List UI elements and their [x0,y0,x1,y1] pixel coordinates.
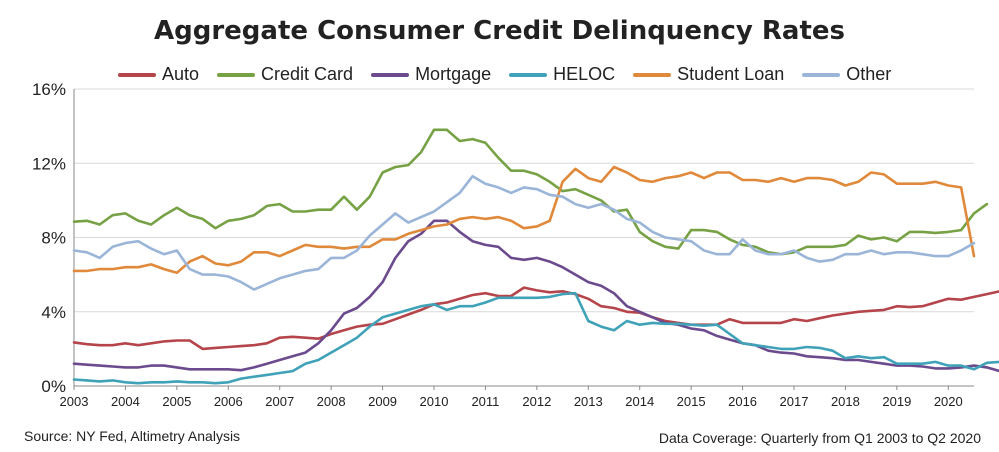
coverage-note: Data Coverage: Quarterly from Q1 2003 to… [658,430,981,446]
series-line-other [72,174,976,291]
legend-label: HELOC [553,64,616,84]
legend-label: Mortgage [415,64,492,84]
legend-item-credit-card: Credit Card [217,64,353,85]
x-tick-label: 2017 [780,394,809,409]
x-tick-label: 2004 [111,394,140,409]
legend-item-mortgage: Mortgage [371,64,491,85]
x-tick-label: 2006 [214,394,243,409]
x-tick-label: 2015 [677,394,706,409]
x-tick-label: 2018 [831,394,860,409]
x-tick-label: 2009 [368,394,397,409]
y-tick-label: 0% [41,377,66,396]
source-note: Source: NY Fed, Altimetry Analysis [24,428,241,444]
legend-item-student-loan: Student Loan [633,64,784,85]
legend-label: Other [846,64,892,84]
x-tick-label: 2007 [265,394,294,409]
legend-swatch [633,72,672,77]
x-tick-label: 2010 [420,394,449,409]
legend-label: Credit Card [261,64,354,84]
legend-item-other: Other [802,64,891,85]
y-tick-label: 4% [41,303,66,322]
x-tick-label: 2016 [728,394,757,409]
x-tick-label: 2014 [625,394,654,409]
legend-item-heloc: HELOC [509,64,615,85]
series-line-credit-card [72,128,989,256]
series-line-student-loan [72,165,976,275]
x-tick-label: 2003 [60,394,89,409]
series-line-auto [72,286,999,351]
legend-swatch [217,72,256,77]
y-tick-label: 16% [32,80,66,99]
x-tick-label: 2005 [162,394,191,409]
legend-item-auto: Auto [118,64,199,85]
chart-legend: Auto Credit Card Mortgage HELOC Student Loan… [118,64,909,85]
legend-swatch [118,72,156,77]
x-tick-label: 2013 [574,394,603,409]
x-tick-label: 2011 [471,394,499,409]
y-tick-label: 12% [32,154,66,173]
legend-swatch [802,72,841,77]
x-tick-label: 2020 [934,394,963,409]
x-tick-label: 2012 [522,394,551,409]
legend-label: Student Loan [677,64,785,84]
legend-label: Auto [162,64,200,84]
series-line-mortgage [72,219,999,373]
chart-title: Aggregate Consumer Credit Delinquency Ra… [154,16,845,46]
x-tick-label: 2019 [882,394,911,409]
x-tick-label: 2008 [317,394,346,409]
legend-swatch [371,72,410,77]
legend-swatch [509,72,548,77]
y-tick-label: 8% [41,229,66,248]
series-line-heloc [72,291,999,385]
